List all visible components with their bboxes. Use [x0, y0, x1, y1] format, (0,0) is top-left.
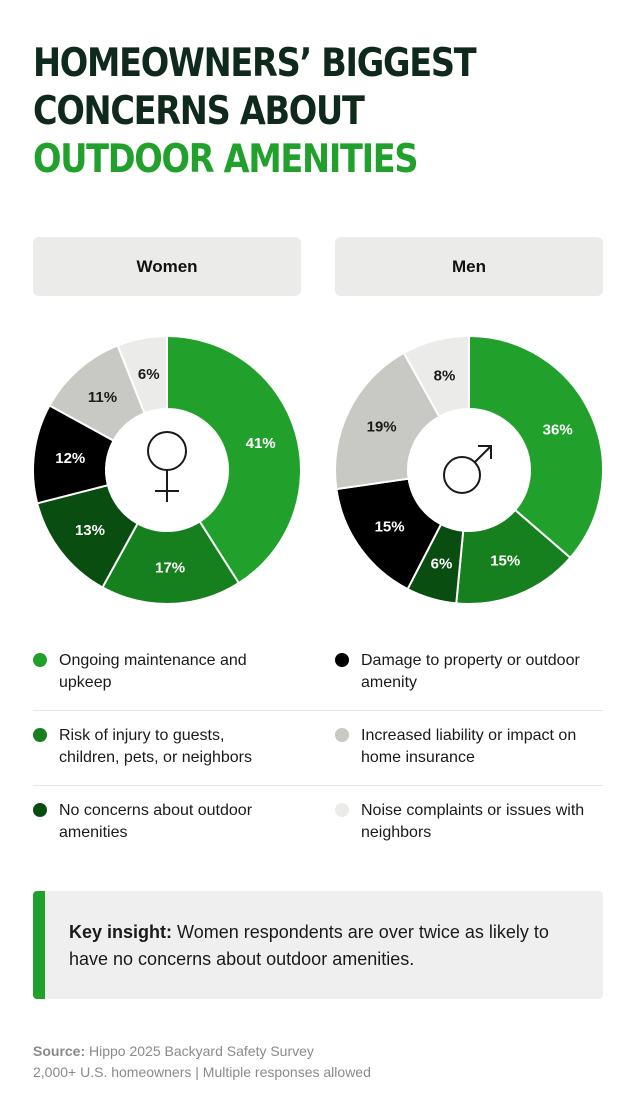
men-label-damage: 15%	[375, 519, 405, 536]
men-donut-chart: 36% 15% 6% 15% 19% 8%	[334, 334, 604, 605]
legend-dot-maintenance	[33, 653, 47, 667]
women-label-liability: 11%	[88, 389, 117, 406]
legend-dot-noise	[335, 803, 349, 817]
men-label-injury: 15%	[490, 553, 520, 570]
legend-label: Increased liability or impact on home in…	[361, 727, 577, 766]
legend-row: Ongoing maintenance and upkeep Damage to…	[33, 636, 603, 711]
women-chart-header: Women	[33, 237, 301, 296]
source-details: 2,000+ U.S. homeowners | Multiple respon…	[33, 1064, 371, 1080]
legend-item-injury: Risk of injury to guests, children, pets…	[33, 711, 335, 785]
legend-item-no-concerns: No concerns about outdoor amenities	[33, 786, 335, 861]
women-label-maintenance: 41%	[246, 435, 276, 452]
title-line-1: HOMEOWNERS’ BIGGEST	[33, 41, 477, 86]
source-text: Hippo 2025 Backyard Safety Survey	[89, 1043, 314, 1059]
legend-dot-no-concerns	[33, 803, 47, 817]
donut-charts: 41% 17% 13% 12% 11% 6% 36% 15% 6% 15% 19% 8%	[32, 334, 604, 605]
men-label-liability: 19%	[367, 419, 397, 436]
legend-dot-damage	[335, 653, 349, 667]
men-slice-damage	[335, 477, 443, 591]
legend-label: Noise complaints or issues with neighbor…	[361, 802, 585, 841]
legend-row: No concerns about outdoor amenities Nois…	[33, 786, 603, 861]
legend-row: Risk of injury to guests, children, pets…	[33, 711, 603, 786]
men-slice-injury	[455, 508, 572, 605]
men-chart-header: Men	[335, 237, 603, 296]
title-line-3: OUTDOOR AMENITIES	[33, 137, 419, 182]
legend-dot-injury	[33, 728, 47, 742]
legend-label: Damage to property or outdoor amenity	[361, 652, 580, 691]
women-donut-chart: 41% 17% 13% 12% 11% 6%	[32, 334, 302, 605]
women-label-no-concerns: 13%	[75, 522, 105, 539]
men-slice-liability	[334, 351, 441, 491]
legend-item-maintenance: Ongoing maintenance and upkeep	[33, 636, 335, 710]
legend-dot-liability	[335, 728, 349, 742]
women-label-injury: 17%	[155, 559, 185, 576]
men-label-maintenance: 36%	[543, 421, 573, 438]
source-note: Source: Hippo 2025 Backyard Safety Surve…	[33, 1041, 371, 1083]
key-insight-box: Key insight: Women respondents are over …	[33, 891, 603, 999]
women-label-noise: 6%	[138, 366, 160, 383]
legend-item-damage: Damage to property or outdoor amenity	[335, 636, 603, 710]
legend-label: No concerns about outdoor amenities	[59, 802, 253, 841]
legend-label: Risk of injury to guests, children, pets…	[59, 727, 252, 766]
women-label-damage: 12%	[55, 450, 85, 467]
men-slice-noise	[402, 334, 470, 419]
legend-label: Ongoing maintenance and upkeep	[59, 652, 247, 691]
women-slice-noise	[116, 334, 168, 415]
page-title: HOMEOWNERS’ BIGGEST CONCERNS ABOUT OUTDO…	[33, 40, 613, 184]
title-line-2: CONCERNS ABOUT	[33, 89, 365, 134]
source-label: Source:	[33, 1043, 86, 1059]
key-insight-body: Women respondents are over twice as like…	[69, 922, 549, 969]
men-slice-maintenance	[468, 334, 604, 560]
men-label-no-concerns: 6%	[431, 556, 453, 573]
men-label-noise: 8%	[434, 368, 456, 385]
legend: Ongoing maintenance and upkeep Damage to…	[33, 636, 603, 861]
legend-item-liability: Increased liability or impact on home in…	[335, 711, 603, 785]
legend-item-noise: Noise complaints or issues with neighbor…	[335, 786, 603, 861]
key-insight-text: Key insight: Women respondents are over …	[69, 919, 559, 973]
female-symbol-icon	[147, 431, 187, 502]
key-insight-label: Key insight:	[69, 922, 173, 942]
male-symbol-icon	[443, 445, 492, 494]
